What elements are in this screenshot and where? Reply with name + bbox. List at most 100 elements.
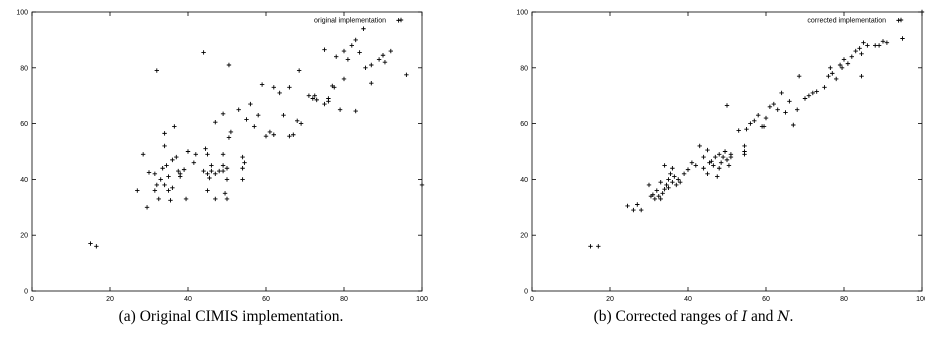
data-point-a (259, 82, 265, 87)
caption-a: (a) Original CIMIS implementation. (118, 308, 344, 325)
data-point-a (217, 168, 222, 174)
data-point-a (162, 143, 167, 149)
data-point-b (670, 179, 675, 185)
data-point-a (256, 113, 261, 118)
data-point-a (419, 182, 425, 188)
data-point-a (146, 170, 152, 175)
data-point-b (873, 43, 878, 48)
data-point-b (828, 65, 833, 70)
data-point-b (876, 43, 882, 48)
data-point-b (853, 48, 858, 54)
y-tick-label-b: 80 (520, 65, 528, 72)
data-point-a (135, 188, 140, 193)
data-point-b (724, 103, 730, 108)
data-point-b (752, 118, 757, 124)
y-tick-label-b: 100 (516, 10, 528, 17)
data-point-a (193, 152, 198, 157)
data-point-b (783, 110, 788, 115)
data-point-a (191, 160, 197, 165)
data-point-b (775, 107, 780, 112)
data-point-b (779, 90, 784, 96)
data-point-b (796, 73, 802, 79)
scatter-plot-a: 0 20 40 60 80 100 0 20 40 60 80 100 original impleme… (16, 10, 428, 304)
data-point-a (281, 113, 286, 118)
data-point-a (201, 168, 206, 174)
data-point-a (298, 121, 304, 126)
data-point-a (178, 171, 183, 177)
data-point-b (744, 126, 749, 132)
data-point-b (857, 46, 862, 51)
data-point-b (717, 166, 722, 171)
data-point-a (140, 152, 146, 157)
data-point-b (763, 115, 769, 121)
data-point-b (654, 188, 659, 193)
data-point-a (296, 68, 302, 73)
data-point-a (209, 163, 214, 168)
data-point-a (240, 177, 245, 182)
x-tick-label-b: 40 (684, 296, 692, 303)
data-point-a (341, 48, 347, 54)
data-point-a (341, 76, 347, 82)
data-point-a (174, 154, 179, 160)
data-point-b (859, 51, 864, 57)
data-point-a (158, 177, 163, 182)
legend-marker-a (398, 17, 404, 23)
caption-b-var-i: I (741, 309, 748, 325)
data-point-b (861, 40, 866, 45)
data-point-a (306, 93, 312, 98)
data-point-b (767, 104, 773, 110)
y-tick-label-a: 0 (24, 289, 28, 296)
y-tick-label-a: 20 (20, 233, 28, 240)
data-point-b (635, 202, 640, 207)
legend-marker-b (898, 17, 904, 23)
data-point-b (720, 154, 726, 160)
data-point-a (388, 48, 393, 54)
data-point-b (674, 182, 679, 188)
data-point-b (701, 154, 706, 160)
data-point-a (226, 62, 232, 68)
data-point-a (240, 154, 245, 160)
data-point-b (676, 177, 681, 182)
data-point-b (701, 166, 706, 171)
plot-frame-a (31, 11, 423, 292)
data-point-b (795, 107, 800, 112)
data-point-a (213, 120, 218, 125)
caption-b-suffix: . (789, 308, 794, 325)
data-point-b (748, 121, 753, 126)
data-point-b (830, 71, 835, 76)
data-point-b (900, 36, 905, 41)
data-point-b (662, 186, 667, 192)
data-point-a (94, 244, 99, 249)
data-point-b (814, 89, 819, 94)
data-point-b (845, 61, 851, 66)
data-point-b (884, 40, 890, 45)
data-point-a (205, 152, 210, 157)
data-point-a (224, 196, 230, 202)
plot-frame-b (531, 11, 923, 292)
data-point-b (865, 43, 870, 48)
x-tick-label-b: 60 (762, 296, 770, 303)
data-point-a (242, 160, 247, 165)
data-point-a (172, 124, 177, 129)
data-point-b (736, 128, 741, 133)
data-point-a (154, 182, 159, 188)
data-point-b (802, 96, 808, 101)
data-point-a (168, 198, 173, 203)
data-point-a (224, 177, 230, 182)
data-point-b (650, 192, 656, 197)
data-point-a (205, 188, 210, 193)
data-point-b (722, 149, 728, 154)
data-point-a (183, 196, 189, 202)
y-tick-label-b: 20 (520, 233, 528, 240)
data-point-b (742, 143, 747, 149)
data-point-a (363, 65, 368, 70)
chart-panel-b: 0 20 40 60 80 100 0 20 40 60 80 100 corrected implem… (462, 0, 925, 349)
data-point-a (166, 188, 171, 193)
data-point-a (322, 101, 327, 107)
data-point-b (717, 152, 722, 157)
x-tick-label-b: 0 (530, 296, 534, 303)
data-point-a (353, 37, 358, 43)
data-point-b (771, 101, 776, 107)
data-point-a (326, 96, 331, 101)
data-point-a (322, 47, 327, 52)
